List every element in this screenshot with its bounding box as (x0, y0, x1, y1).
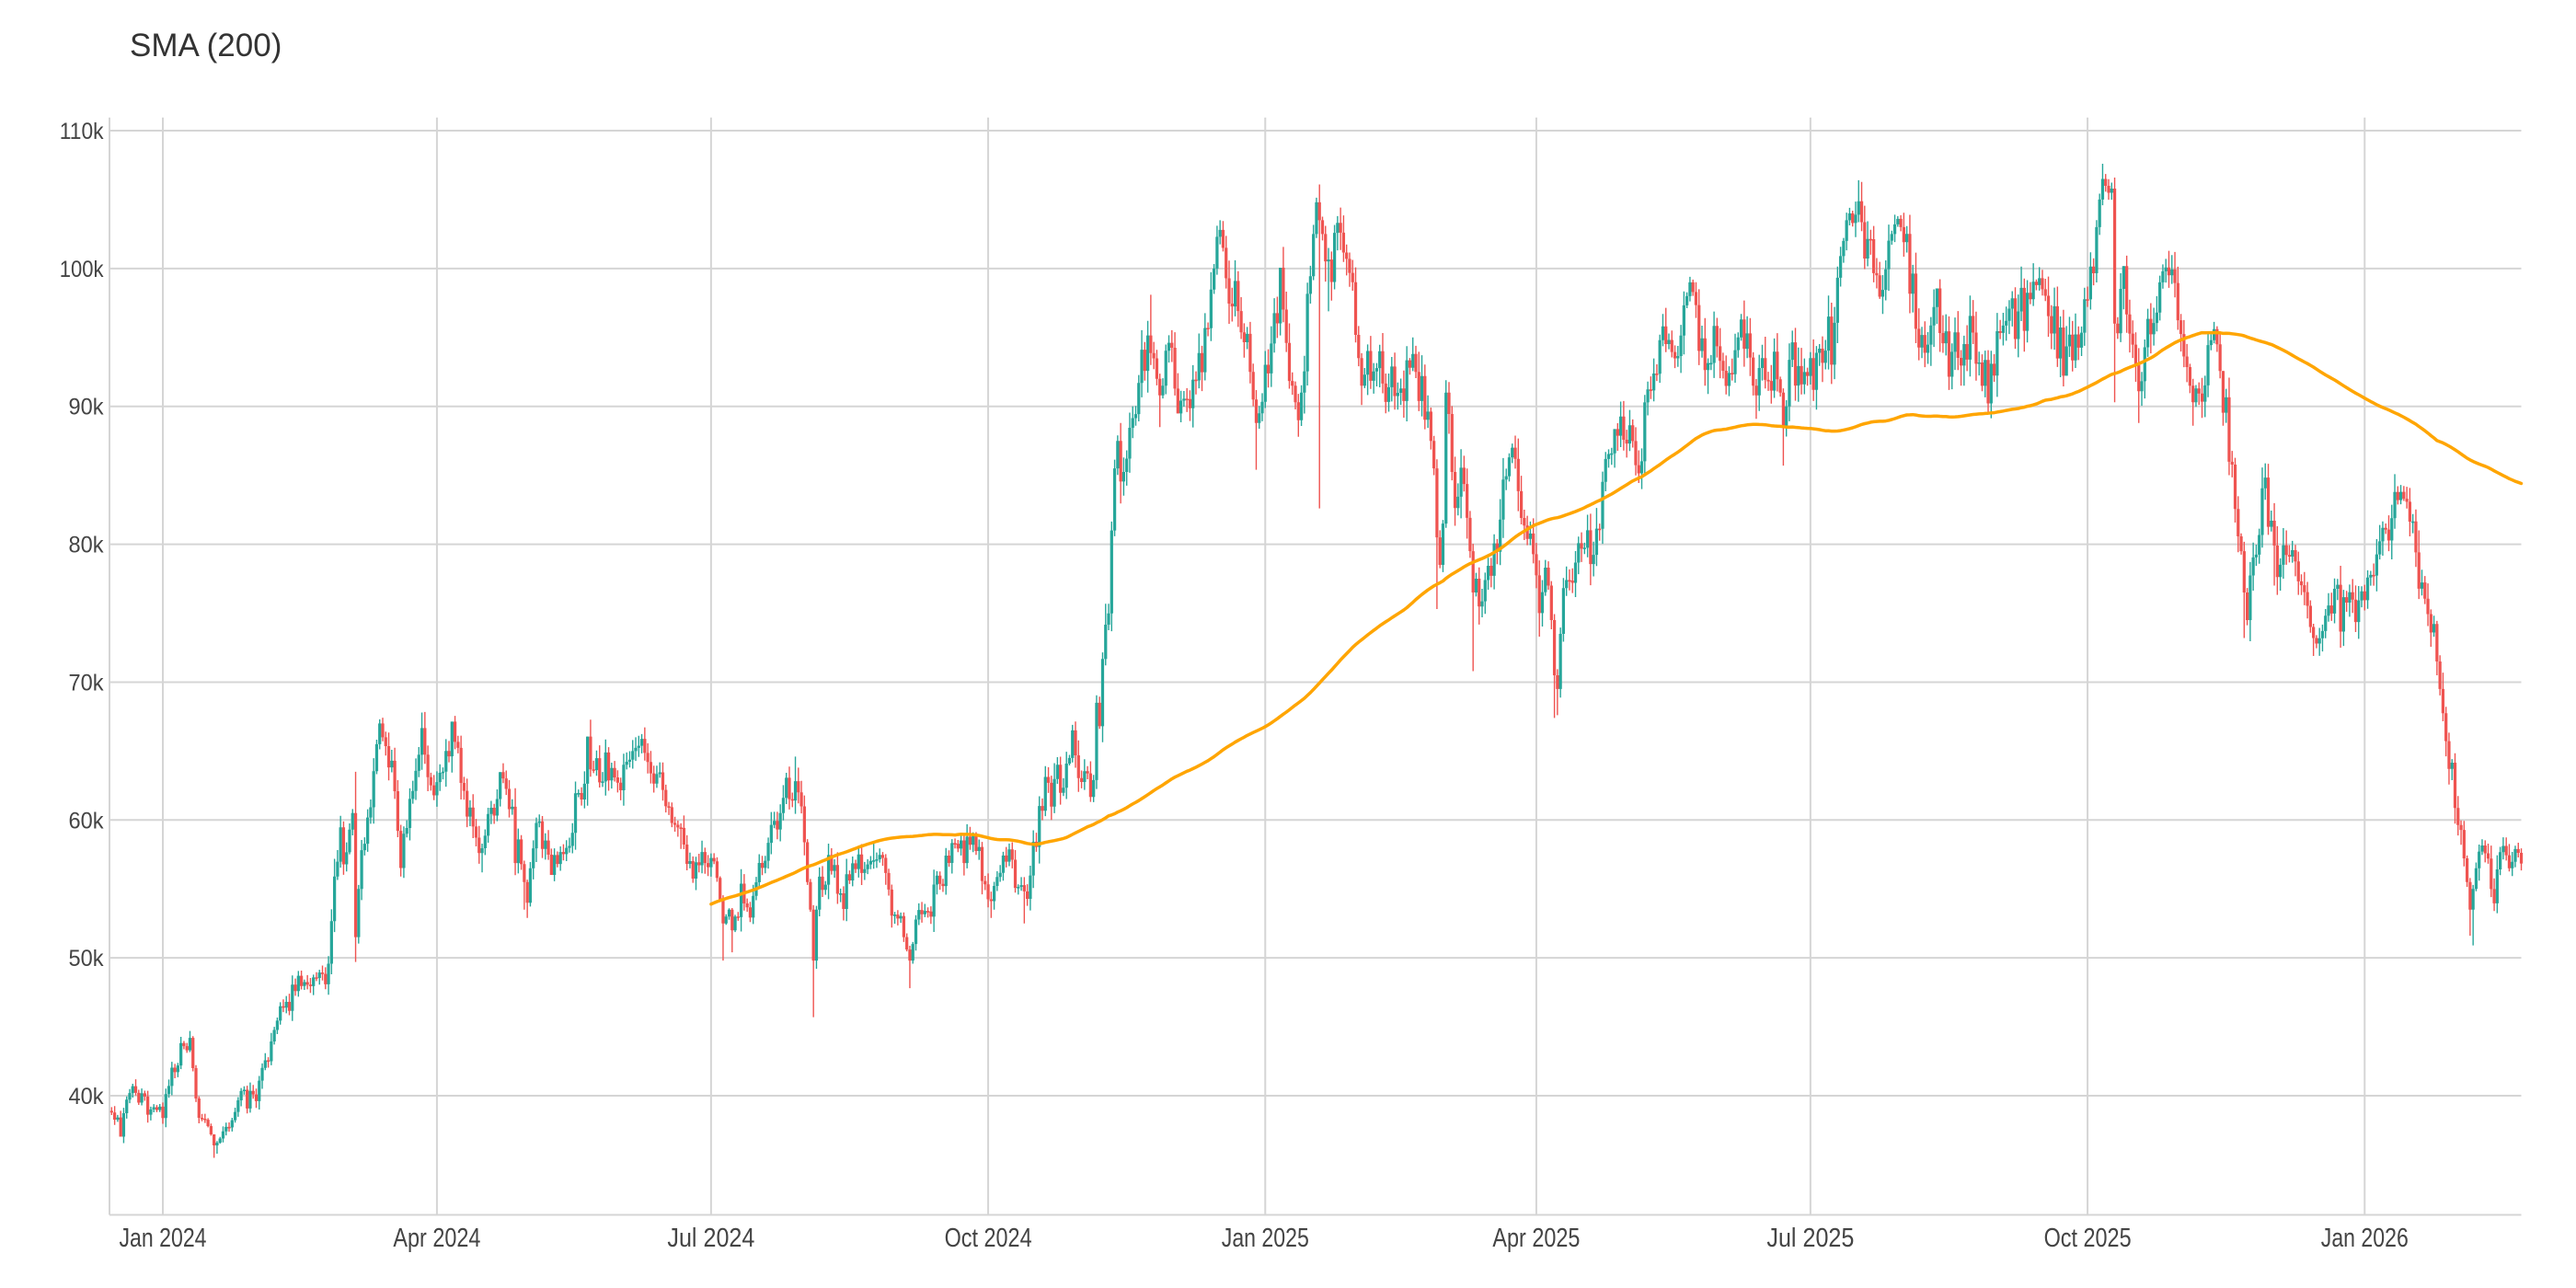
svg-text:60k: 60k (69, 808, 104, 834)
svg-text:Jul 2024: Jul 2024 (667, 1224, 754, 1253)
svg-text:Oct 2025: Oct 2025 (2044, 1224, 2132, 1253)
svg-text:Jan 2024: Jan 2024 (120, 1224, 207, 1253)
svg-text:50k: 50k (69, 946, 104, 972)
svg-text:70k: 70k (69, 670, 104, 696)
svg-text:40k: 40k (69, 1084, 104, 1110)
svg-text:Jul 2025: Jul 2025 (1766, 1224, 1854, 1253)
svg-text:Jan 2026: Jan 2026 (2321, 1224, 2409, 1253)
svg-text:80k: 80k (69, 533, 104, 558)
svg-text:Apr 2024: Apr 2024 (393, 1224, 480, 1253)
svg-text:110k: 110k (60, 119, 104, 144)
svg-text:100k: 100k (60, 257, 104, 282)
svg-text:Apr 2025: Apr 2025 (1492, 1224, 1580, 1253)
svg-text:90k: 90k (69, 395, 104, 420)
svg-text:SMA (200): SMA (200) (130, 28, 282, 63)
svg-text:Oct 2024: Oct 2024 (945, 1224, 1032, 1253)
svg-text:Jan 2025: Jan 2025 (1222, 1224, 1309, 1253)
